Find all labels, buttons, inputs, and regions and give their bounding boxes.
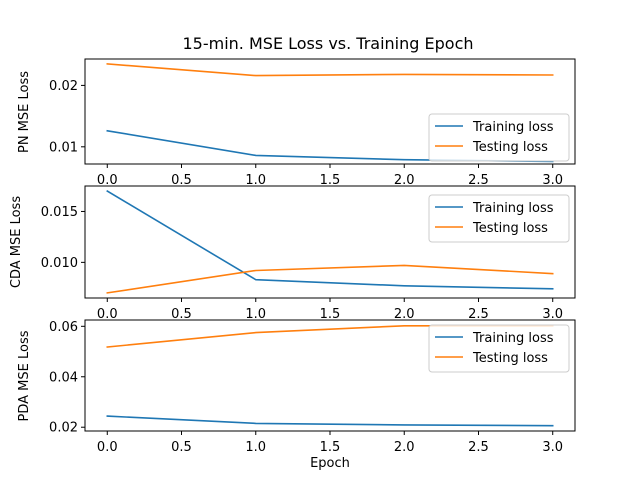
y-axis-label: PDA MSE Loss xyxy=(17,330,32,421)
x-tick-label: 0.0 xyxy=(97,173,118,188)
legend-label: Testing loss xyxy=(472,351,548,366)
x-tick-label: 2.0 xyxy=(394,173,415,188)
x-tick-label: 0.0 xyxy=(97,440,118,455)
legend: Training loss Testing loss xyxy=(428,113,570,162)
x-tick-label: 3.0 xyxy=(542,173,563,188)
y-tick-label: 0.015 xyxy=(41,205,78,220)
x-tick-label: 3.0 xyxy=(542,307,563,322)
x-tick-label: 1.5 xyxy=(320,440,341,455)
x-axis-label: Epoch xyxy=(310,456,350,471)
series-line-training xyxy=(106,190,554,290)
series-line-testing xyxy=(106,63,554,77)
x-tick-label: 2.5 xyxy=(468,307,489,322)
x-tick-label: 1.0 xyxy=(245,440,266,455)
x-tick-label: 2.5 xyxy=(468,173,489,188)
chart-title: 15-min. MSE Loss vs. Training Epoch xyxy=(183,34,474,53)
x-tick-label: 1.0 xyxy=(245,307,266,322)
legend: Training loss Testing loss xyxy=(428,194,570,243)
x-tick-label: 0.5 xyxy=(171,307,192,322)
x-tick-label: 1.0 xyxy=(245,173,266,188)
y-tick-label: 0.010 xyxy=(41,256,78,271)
legend-label: Training loss xyxy=(472,201,554,216)
legend-label: Training loss xyxy=(472,331,554,346)
x-tick-label: 2.0 xyxy=(394,307,415,322)
y-tick-label: 0.01 xyxy=(49,140,78,155)
legend-box xyxy=(428,194,570,243)
x-tick-label: 2.0 xyxy=(394,440,415,455)
subplots: 0.0 0.5 1.0 1.5 2.0 2.5 3.0 0.01 0.02 PN MSE Loss… xyxy=(9,58,576,471)
x-tick-label: 2.5 xyxy=(468,440,489,455)
series-line-training xyxy=(106,415,554,427)
y-tick-label: 0.02 xyxy=(49,421,78,436)
x-tick-label: 0.0 xyxy=(97,307,118,322)
legend-label: Testing loss xyxy=(472,140,548,155)
x-tick-label: 3.0 xyxy=(542,440,563,455)
series-line-testing xyxy=(106,264,554,294)
y-axis-label: PN MSE Loss xyxy=(17,71,32,153)
subplot-2: 0.0 0.5 1.0 1.5 2.0 2.5 3.0 0.010 0.015 CDA MSE L… xyxy=(9,185,576,322)
y-tick-label: 0.06 xyxy=(49,320,78,335)
legend-label: Testing loss xyxy=(472,221,548,236)
x-tick-label: 0.5 xyxy=(171,173,192,188)
legend: Training loss Testing loss xyxy=(428,324,570,373)
subplot-1: 0.0 0.5 1.0 1.5 2.0 2.5 3.0 0.01 0.02 PN MSE Loss… xyxy=(17,58,576,188)
legend-box xyxy=(428,324,570,373)
subplot-3: 0.0 0.5 1.0 1.5 2.0 2.5 3.0 0.02 0.04 0.06 PDA MSE… xyxy=(17,319,576,471)
legend-box xyxy=(428,113,570,162)
legend-label: Training loss xyxy=(472,120,554,135)
x-tick-label: 1.5 xyxy=(320,307,341,322)
x-tick-label: 1.5 xyxy=(320,173,341,188)
x-tick-label: 0.5 xyxy=(171,440,192,455)
y-tick-label: 0.04 xyxy=(49,370,78,385)
y-tick-label: 0.02 xyxy=(49,79,78,94)
y-axis-label: CDA MSE Loss xyxy=(9,196,24,288)
